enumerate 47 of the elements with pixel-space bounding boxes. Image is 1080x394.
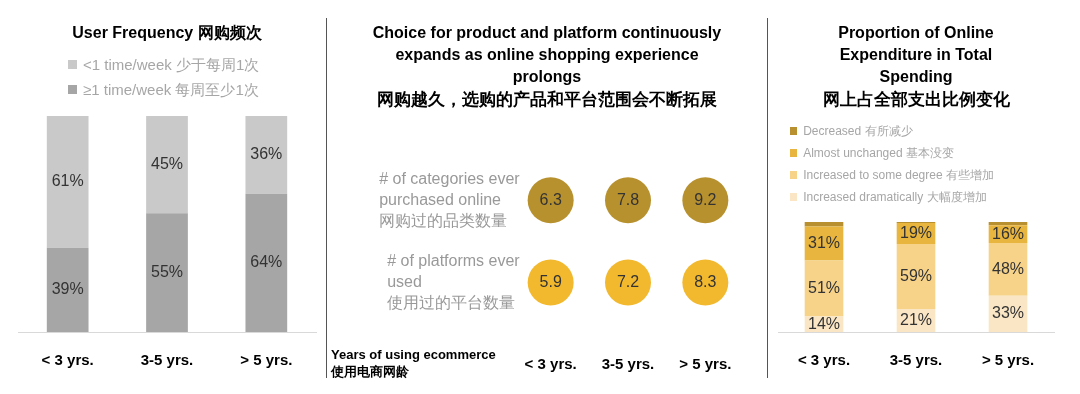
bar xyxy=(46,116,89,248)
data-label: 55% xyxy=(150,263,184,281)
data-label: 39% xyxy=(51,280,84,298)
data-label: 6.3 xyxy=(539,190,562,208)
data-label: 33% xyxy=(991,304,1025,322)
data-label: 64% xyxy=(250,253,283,271)
data-label: 36% xyxy=(250,145,283,163)
bar xyxy=(46,247,89,332)
data-label: 48% xyxy=(991,259,1025,277)
bar xyxy=(245,116,288,194)
data-label: 31% xyxy=(807,233,841,251)
legend-label: ≥1 time/week 每周至少1次 xyxy=(83,80,259,100)
x-tick-label: < 3 yrs. xyxy=(797,351,851,369)
data-label: 7.2 xyxy=(616,272,640,290)
legend-label: Almost unchanged 基本没变 xyxy=(803,145,954,162)
legend-label: Increased to some degree 有些增加 xyxy=(803,167,994,184)
data-label: 5.9 xyxy=(539,272,562,290)
text: Years of using ecommerce 使用电商网龄 xyxy=(330,346,496,379)
data-label: 19% xyxy=(899,223,933,241)
chart-title: User Frequency 网购频次 xyxy=(71,23,263,43)
data-label: 9.2 xyxy=(694,190,717,208)
text: Choice for product and platform continuously expands as online shopping experience prolongs xyxy=(371,23,723,87)
data-label: 59% xyxy=(899,266,933,284)
series-label: # of categories ever purchased online 网购过的品类数量 xyxy=(379,169,521,229)
series-label: # of platforms ever used 使用过的平台数量 xyxy=(387,251,521,311)
chart-subtitle: 网上占全部支出比例变化 xyxy=(821,89,1011,111)
text: 网购越久，选购的产品和平台范围会不断拓展 xyxy=(376,89,718,111)
x-tick-label: 3-5 yrs. xyxy=(889,351,943,369)
data-label: 45% xyxy=(150,155,184,173)
chart-title: Proportion of Online Expenditure in Total Spending xyxy=(837,23,995,87)
data-label: 7.8 xyxy=(616,190,640,208)
data-label: 21% xyxy=(899,310,933,328)
data-label: 61% xyxy=(51,172,84,190)
x-tick-label: > 5 yrs. xyxy=(981,351,1035,369)
x-tick-label: < 3 yrs. xyxy=(41,351,94,369)
legend-label: Decreased 有所减少 xyxy=(803,123,913,140)
bar xyxy=(146,213,188,332)
x-tick-label: > 5 yrs. xyxy=(240,351,293,369)
data-label: 16% xyxy=(991,224,1025,242)
legend-label: Increased dramatically 大幅度增加 xyxy=(803,189,987,206)
data-label: 14% xyxy=(807,314,841,332)
bar xyxy=(245,193,288,332)
bar xyxy=(146,116,188,214)
legend-label: <1 time/week 少于每周1次 xyxy=(83,55,260,75)
data-label: 51% xyxy=(807,278,841,296)
data-label: 8.3 xyxy=(694,272,717,290)
x-tick-label: 3-5 yrs. xyxy=(140,351,194,369)
